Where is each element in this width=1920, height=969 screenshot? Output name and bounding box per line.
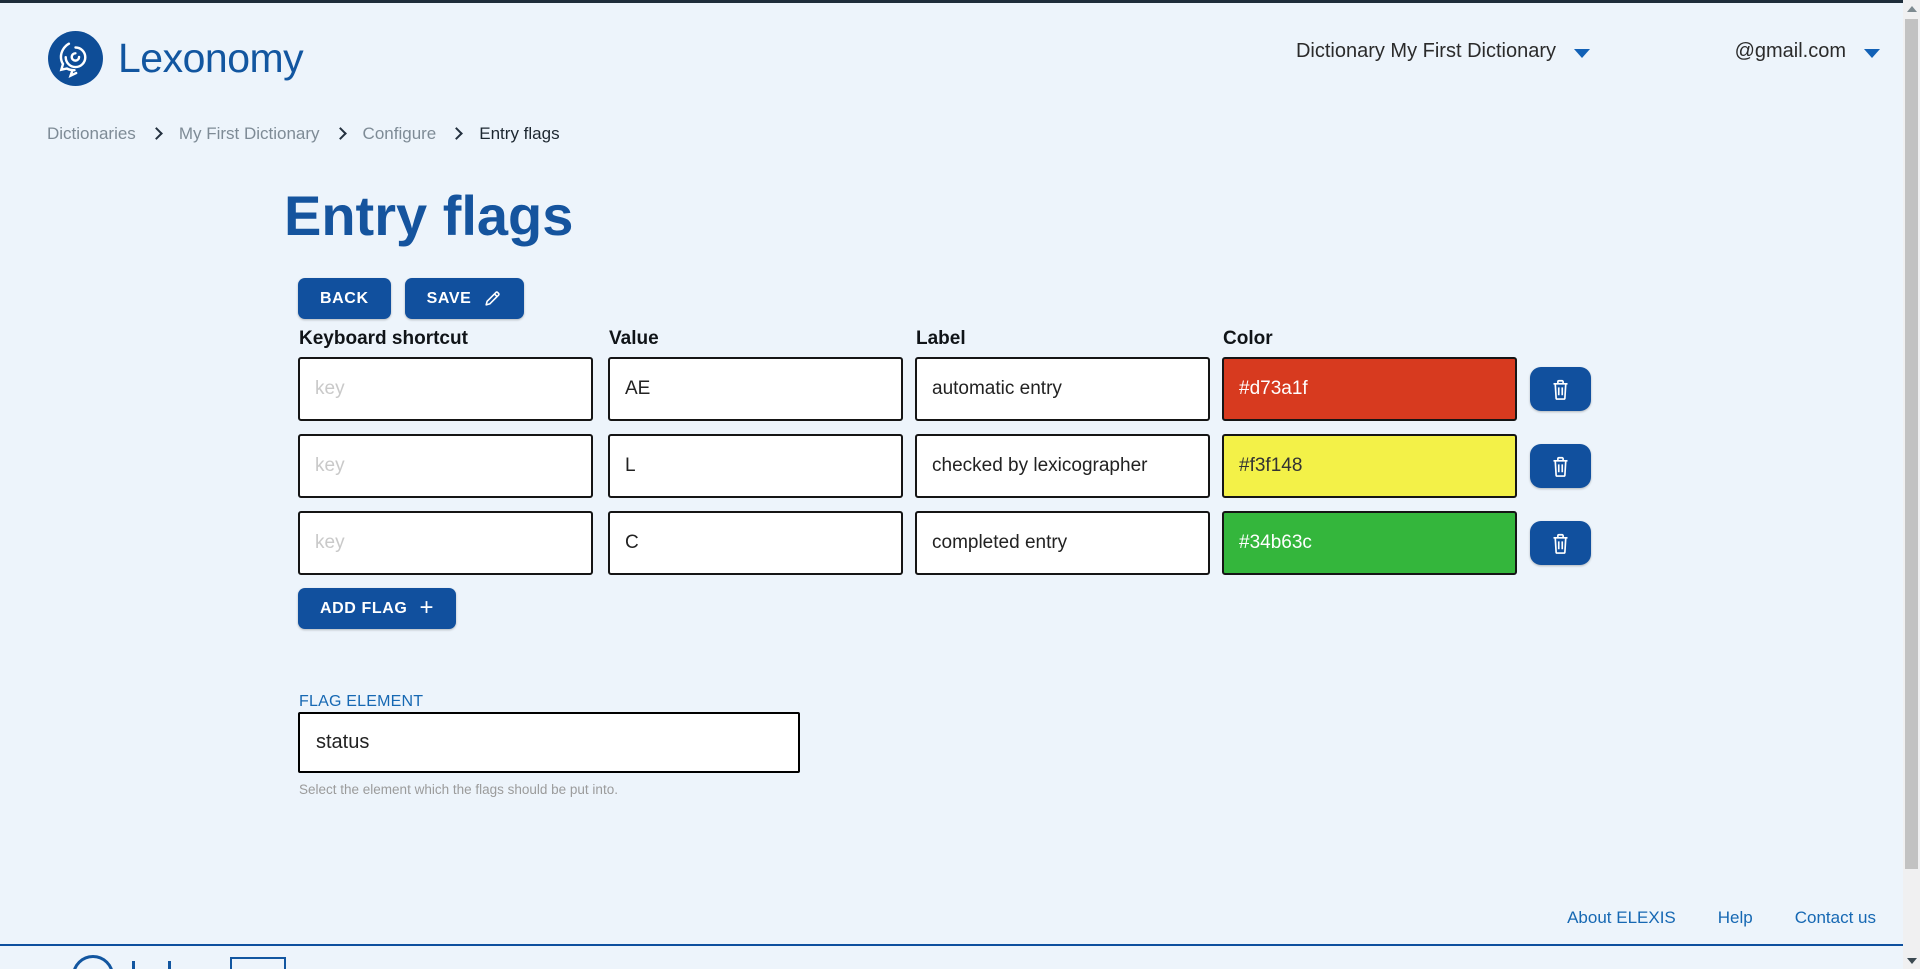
breadcrumb-entry-flags: Entry flags: [479, 124, 560, 143]
color-input[interactable]: [1222, 434, 1517, 498]
add-flag-button[interactable]: ADD FLAG +: [298, 588, 457, 629]
label-input[interactable]: [915, 434, 1210, 498]
column-value: Value: [609, 328, 659, 349]
user-menu-label: @gmail.com: [1734, 40, 1846, 62]
breadcrumb-configure[interactable]: Configure: [362, 124, 437, 143]
partial-footer-logo-circle: [72, 955, 114, 969]
trash-icon: [1553, 533, 1568, 554]
partial-footer-badge-box: [230, 957, 286, 969]
shortcut-input[interactable]: [298, 357, 593, 421]
caret-down-icon: [1864, 48, 1880, 58]
plus-icon: +: [419, 593, 435, 621]
breadcrumb-my-first-dictionary[interactable]: My First Dictionary: [178, 124, 320, 143]
back-button[interactable]: BACK: [298, 278, 391, 319]
color-input[interactable]: [1222, 357, 1517, 421]
chevron-right-icon: [149, 126, 163, 140]
scrollbar-thumb[interactable]: [1905, 19, 1918, 869]
scroll-down-button[interactable]: [1903, 952, 1920, 969]
pencil-icon: [485, 291, 501, 306]
flag-element-hint: Select the element which the flags shoul…: [299, 782, 618, 797]
color-input[interactable]: [1222, 511, 1517, 575]
delete-flag-button[interactable]: [1530, 521, 1591, 565]
brand-name: Lexonomy: [118, 35, 304, 81]
footer-divider: [0, 944, 1903, 946]
flag-element-label: FLAG ELEMENT: [299, 693, 424, 710]
column-label: Label: [916, 328, 966, 349]
footer-link-about-elexis[interactable]: About ELEXIS: [1567, 908, 1676, 927]
partial-footer-glyph: [168, 961, 171, 969]
value-input[interactable]: [608, 434, 903, 498]
shortcut-input[interactable]: [298, 434, 593, 498]
column-color: Color: [1223, 328, 1273, 349]
shortcut-input[interactable]: [298, 511, 593, 575]
user-menu[interactable]: @gmail.com: [1735, 40, 1880, 63]
add-flag-button-label: ADD FLAG: [320, 599, 408, 617]
chevron-right-icon: [333, 126, 347, 140]
back-button-label: BACK: [320, 289, 369, 307]
lexonomy-logo-icon: [48, 31, 103, 86]
label-input[interactable]: [915, 357, 1210, 421]
lexonomy-logo[interactable]: Lexonomy: [47, 30, 304, 87]
footer-links: About ELEXIS Help Contact us: [1567, 908, 1876, 928]
label-input[interactable]: [915, 511, 1210, 575]
value-input[interactable]: [608, 357, 903, 421]
flag-element-input[interactable]: [298, 712, 800, 773]
dictionary-menu[interactable]: Dictionary My First Dictionary: [1296, 40, 1590, 63]
value-input[interactable]: [608, 511, 903, 575]
chevron-right-icon: [450, 126, 464, 140]
breadcrumb-dictionaries[interactable]: Dictionaries: [47, 124, 136, 143]
partial-footer-glyph: [132, 961, 135, 969]
delete-flag-button[interactable]: [1530, 444, 1591, 488]
page-title: Entry flags: [284, 184, 574, 247]
footer-link-help[interactable]: Help: [1717, 908, 1753, 927]
footer-link-contact-us[interactable]: Contact us: [1794, 908, 1876, 927]
breadcrumb: Dictionaries My First Dictionary Configu…: [47, 124, 560, 144]
scroll-down-icon: [1906, 957, 1917, 964]
delete-flag-button[interactable]: [1530, 367, 1591, 411]
trash-icon: [1553, 456, 1568, 477]
scroll-up-icon: [1906, 5, 1917, 12]
trash-icon: [1553, 379, 1568, 400]
dictionary-menu-label: Dictionary My First Dictionary: [1295, 40, 1556, 62]
top-accent-bar: [0, 0, 1903, 3]
save-button[interactable]: SAVE: [404, 278, 525, 319]
caret-down-icon: [1574, 48, 1590, 58]
column-keyboard-shortcut: Keyboard shortcut: [299, 328, 468, 349]
vertical-scrollbar[interactable]: [1903, 0, 1920, 969]
save-button-label: SAVE: [426, 289, 472, 307]
scroll-up-button[interactable]: [1903, 0, 1920, 17]
